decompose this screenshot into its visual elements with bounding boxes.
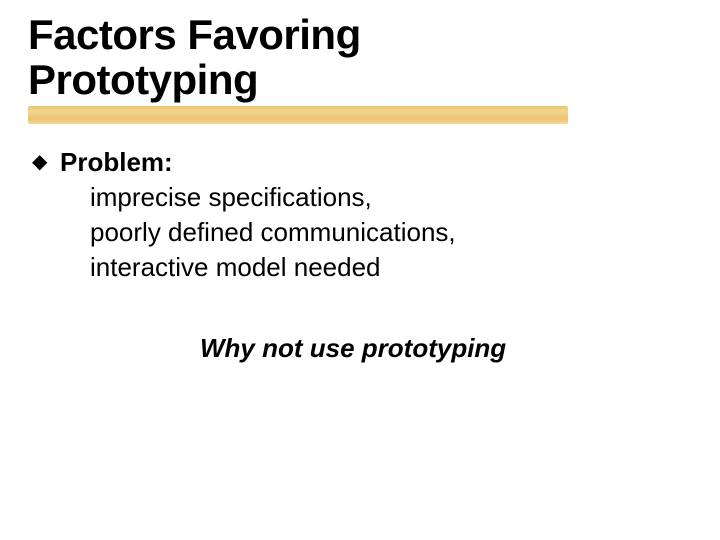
callout-text: Why not use prototyping: [200, 333, 692, 364]
bullet-item: ◆ Problem:: [32, 147, 692, 178]
diamond-bullet-icon: ◆: [32, 153, 50, 171]
content-area: ◆ Problem: imprecise specifications, poo…: [28, 147, 692, 364]
sub-line: imprecise specifications,: [90, 180, 692, 215]
sub-line: poorly defined communications,: [90, 215, 692, 250]
title-line-1: Factors Favoring: [28, 11, 361, 58]
title-underline-highlight: [28, 106, 568, 124]
bullet-label: Problem: [60, 147, 164, 177]
slide-container: Factors Favoring Prototyping ◆ Problem: …: [0, 0, 720, 540]
slide-title: Factors Favoring Prototyping: [28, 12, 692, 103]
bullet-sub-lines: imprecise specifications, poorly defined…: [90, 180, 692, 285]
sub-line: interactive model needed: [90, 250, 692, 285]
bullet-colon: :: [164, 147, 173, 177]
title-line-2: Prototyping: [28, 56, 258, 103]
bullet-label-wrap: Problem:: [60, 147, 173, 178]
